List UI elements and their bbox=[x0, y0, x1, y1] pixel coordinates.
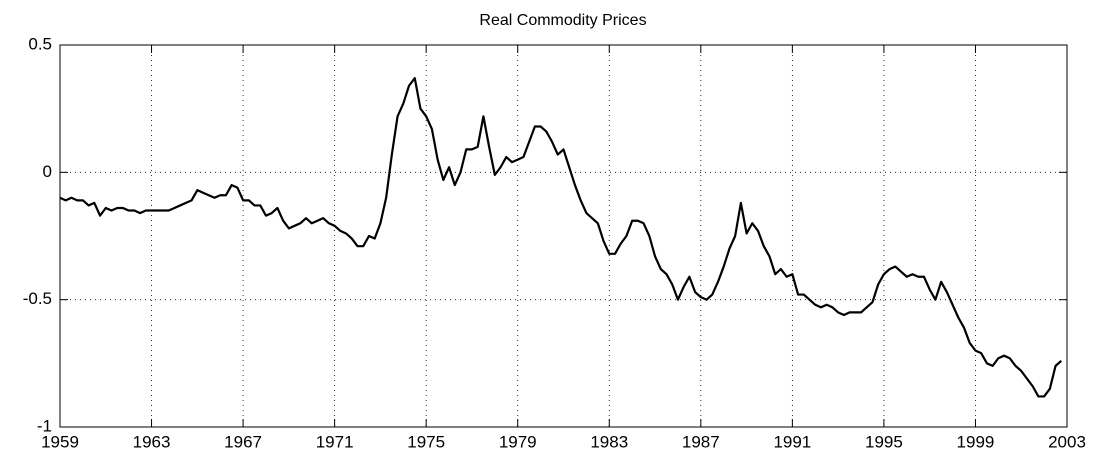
x-tick-label: 1963 bbox=[133, 432, 171, 451]
x-tick-label: 2003 bbox=[1048, 432, 1086, 451]
x-tick-label: 1987 bbox=[682, 432, 720, 451]
x-tick-label: 1967 bbox=[224, 432, 262, 451]
y-tick-label: 0 bbox=[43, 162, 52, 181]
x-tick-label: 1983 bbox=[590, 432, 628, 451]
x-tick-label: 1971 bbox=[316, 432, 354, 451]
data-line bbox=[59, 77, 1063, 398]
x-tick-label: 1959 bbox=[41, 432, 79, 451]
y-tick-label: -0.5 bbox=[23, 289, 52, 308]
plot-frame bbox=[59, 44, 1068, 428]
x-tick-label: 1991 bbox=[773, 432, 811, 451]
x-tick-label: 1979 bbox=[499, 432, 537, 451]
y-tick-label: 0.5 bbox=[28, 34, 52, 53]
x-tick-label: 1999 bbox=[957, 432, 995, 451]
x-tick-label: 1995 bbox=[865, 432, 903, 451]
x-tick-label: 1975 bbox=[407, 432, 445, 451]
y-tick-label: -1 bbox=[37, 416, 52, 435]
chart-title: Real Commodity Prices bbox=[479, 12, 646, 29]
